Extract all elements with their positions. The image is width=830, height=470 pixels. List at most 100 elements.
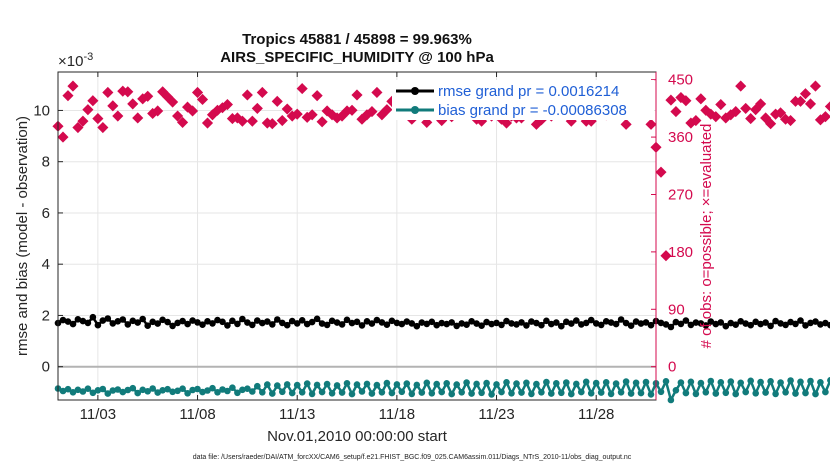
bias-point xyxy=(59,387,67,395)
bias-point xyxy=(144,388,151,395)
rmse-point xyxy=(119,316,127,323)
bias-point xyxy=(229,384,236,392)
bias-point xyxy=(458,389,466,396)
rmse-point xyxy=(104,315,112,322)
x-tick-label: 11/23 xyxy=(478,406,514,423)
bias-point xyxy=(677,379,685,386)
rmse-point xyxy=(144,322,151,330)
bias-point xyxy=(578,388,585,396)
bias-point xyxy=(323,380,331,388)
bias-point xyxy=(463,379,470,386)
bias-point xyxy=(443,380,451,387)
rmse-point xyxy=(822,319,829,327)
rmse-point xyxy=(712,320,720,328)
rmse-point xyxy=(74,316,82,323)
rmse-point xyxy=(283,321,291,329)
chart-subtitle: AIRS_SPECIFIC_HUMIDITY @ 100 hPa xyxy=(220,49,494,66)
rmse-point xyxy=(259,319,266,327)
rmse-point xyxy=(642,319,650,326)
rmse-point xyxy=(99,317,107,324)
bias-point xyxy=(249,388,256,395)
bias-point xyxy=(398,388,406,396)
rmse-point xyxy=(209,320,216,327)
bias-point xyxy=(124,386,132,394)
rmse-point xyxy=(413,322,421,330)
bias-point xyxy=(99,385,107,393)
bias-point xyxy=(508,390,515,397)
bias-point xyxy=(727,378,735,385)
bias-point xyxy=(632,379,640,387)
obs-evaluated-marker xyxy=(191,86,204,99)
bias-point xyxy=(538,389,545,396)
rmse-point xyxy=(244,319,251,326)
obs-evaluated-marker xyxy=(296,83,308,95)
obs-evaluated-marker xyxy=(760,112,772,124)
y2-axis-label: # of obs: o=possible; ×=evaluated xyxy=(698,124,715,349)
bias-point xyxy=(592,379,600,387)
bias-point xyxy=(483,379,490,387)
rmse-point xyxy=(333,319,341,326)
bias-point xyxy=(448,390,456,398)
rmse-point xyxy=(59,316,67,324)
obs-evaluated-marker xyxy=(251,102,263,114)
bias-point xyxy=(393,381,401,388)
obs-evaluated-marker xyxy=(77,115,89,127)
bias-point xyxy=(64,385,72,393)
y2-tick-label: 450 xyxy=(668,72,693,89)
y-axis-label: rmse and bias (model - observation) xyxy=(14,116,31,356)
rmse-point xyxy=(194,319,201,326)
bias-point xyxy=(737,379,744,387)
rmse-point xyxy=(343,316,351,324)
rmse-point xyxy=(109,320,117,327)
obs-evaluated-marker xyxy=(306,109,318,121)
bias-point xyxy=(109,387,117,394)
obs-evaluated-marker xyxy=(221,99,233,111)
bias-point xyxy=(413,381,421,389)
rmse-point xyxy=(293,320,301,327)
obs-evaluated-marker xyxy=(809,80,822,92)
bias-point xyxy=(558,389,565,397)
rmse-point xyxy=(582,319,590,327)
bias-point xyxy=(313,381,321,389)
rmse-point xyxy=(139,315,146,323)
bias-point xyxy=(74,386,82,394)
bias-point xyxy=(408,390,416,398)
y2-tick-label: 270 xyxy=(668,186,693,203)
bias-point xyxy=(548,390,555,397)
rmse-point xyxy=(777,320,784,327)
bias-point xyxy=(513,380,520,387)
rmse-point xyxy=(807,319,814,327)
rmse-point xyxy=(553,319,560,326)
rmse-point xyxy=(388,317,396,325)
rmse-point xyxy=(353,318,361,326)
bias-point xyxy=(139,386,146,394)
bias-point xyxy=(667,396,675,404)
bias-point xyxy=(204,387,211,394)
bias-point xyxy=(607,390,615,398)
obs-evaluated-marker xyxy=(241,89,253,101)
obs-evaluated-marker xyxy=(784,114,797,127)
obs-evaluated-marker xyxy=(745,113,757,125)
rmse-point xyxy=(298,317,306,324)
bias-point xyxy=(298,389,306,396)
rmse-point xyxy=(802,322,809,329)
bias-point xyxy=(617,389,625,396)
bias-point xyxy=(707,377,715,385)
bias-point xyxy=(149,385,156,392)
obs-evaluated-marker xyxy=(670,106,682,118)
rmse-point xyxy=(378,319,386,326)
rmse-point xyxy=(94,321,102,329)
obs-evaluated-marker xyxy=(655,166,667,178)
rmse-point xyxy=(204,318,211,325)
rmse-point xyxy=(722,322,730,330)
grid xyxy=(58,72,656,400)
bias-point xyxy=(627,390,635,397)
bias-point xyxy=(772,390,779,398)
rmse-point xyxy=(224,322,231,329)
bias-point xyxy=(174,387,181,395)
rmse-point xyxy=(573,317,580,324)
rmse-point xyxy=(592,320,600,327)
rmse-point xyxy=(443,320,451,328)
obs-evaluated-marker xyxy=(157,86,169,98)
rmse-point xyxy=(84,319,92,327)
